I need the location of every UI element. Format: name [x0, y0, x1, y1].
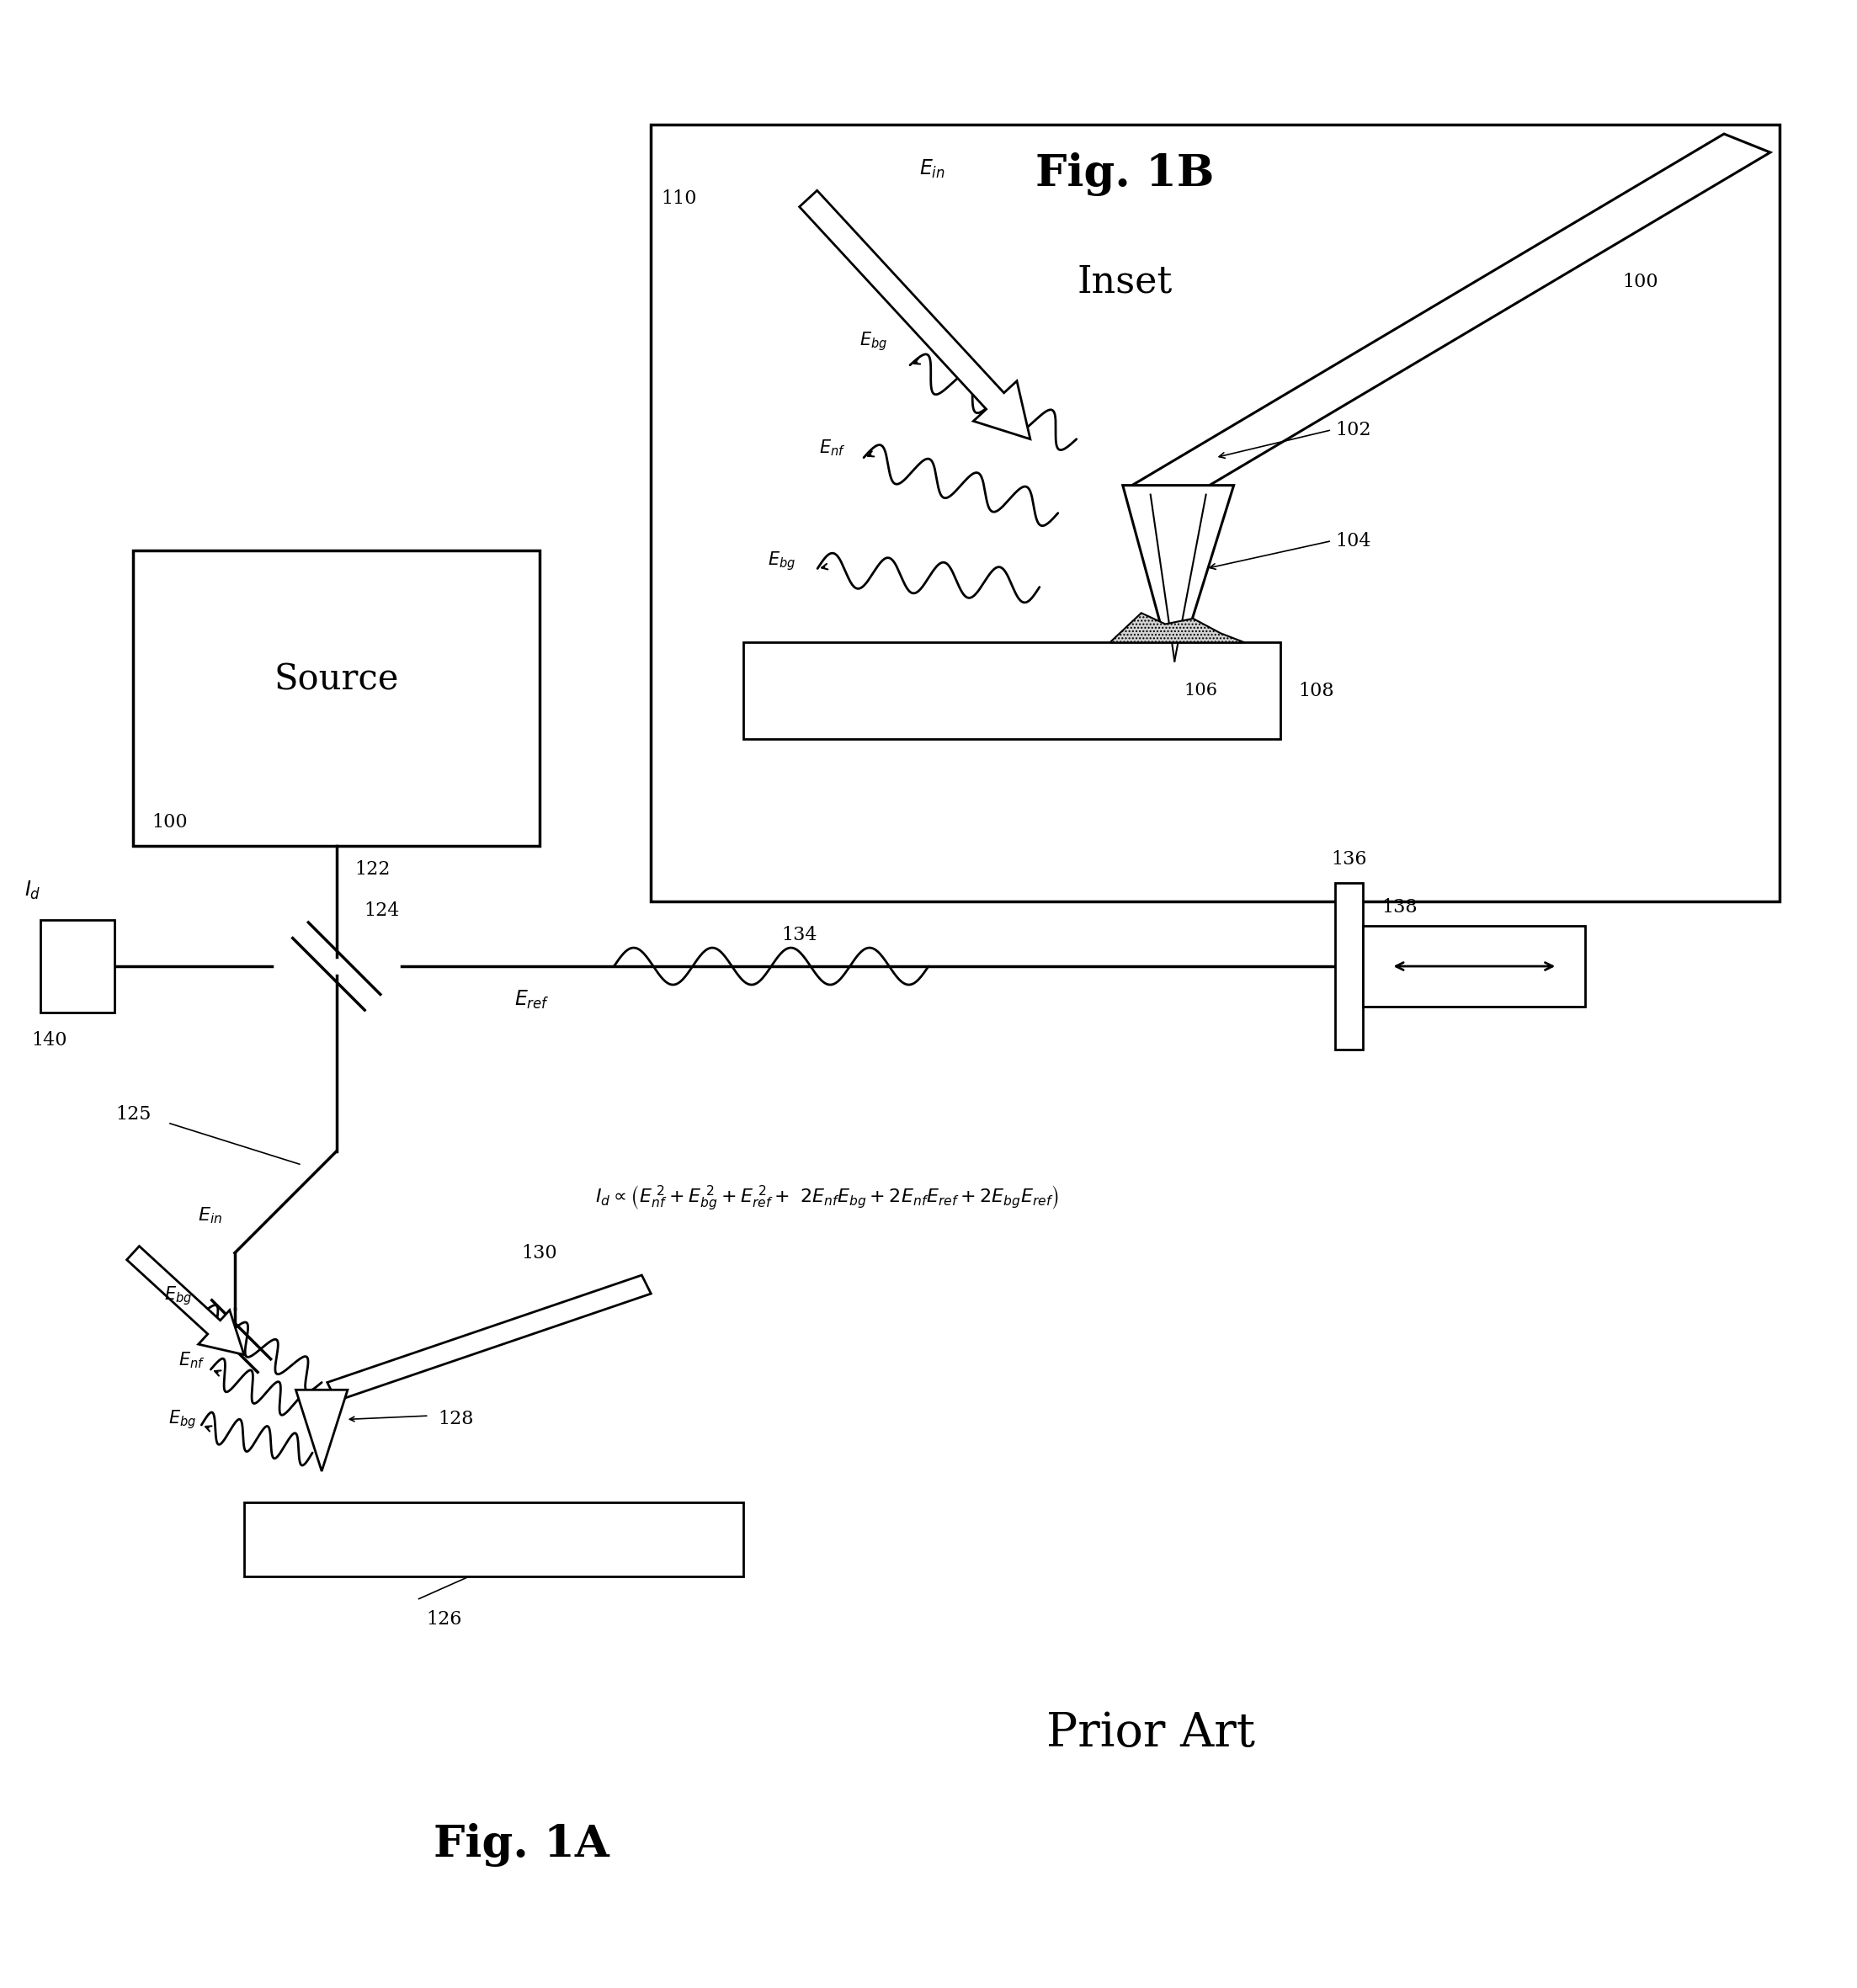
- Text: 102: 102: [1335, 421, 1370, 439]
- Text: 124: 124: [364, 901, 399, 920]
- Text: $I_d \propto \left(E_{nf}^{\ 2} + E_{bg}^{\ 2} + E_{ref}^{\ 2} + \ 2E_{nf}E_{bg}: $I_d \propto \left(E_{nf}^{\ 2} + E_{bg}…: [596, 1183, 1058, 1213]
- Text: Fig. 1B: Fig. 1B: [1036, 153, 1214, 197]
- Text: $E_{nf}$: $E_{nf}$: [819, 439, 845, 459]
- Text: $E_{bg}$: $E_{bg}$: [163, 1284, 193, 1306]
- Text: 122: 122: [355, 861, 390, 879]
- Polygon shape: [1133, 133, 1770, 503]
- Bar: [1363, 926, 1586, 1008]
- Polygon shape: [1110, 612, 1244, 642]
- Bar: [1335, 883, 1363, 1050]
- Text: 140: 140: [32, 1032, 67, 1050]
- Text: 125: 125: [115, 1105, 152, 1123]
- Text: 130: 130: [522, 1244, 557, 1262]
- Text: Prior Art: Prior Art: [1045, 1712, 1255, 1757]
- Text: 138: 138: [1382, 899, 1417, 916]
- Text: 100: 100: [152, 813, 188, 831]
- Text: Inset: Inset: [1077, 262, 1172, 300]
- Text: Fig. 1A: Fig. 1A: [435, 1823, 609, 1867]
- Text: 136: 136: [1331, 849, 1367, 869]
- Text: 100: 100: [1623, 272, 1658, 290]
- Bar: [652, 125, 1779, 901]
- Text: 110: 110: [661, 189, 696, 209]
- Text: $E_{bg}$: $E_{bg}$: [167, 1408, 195, 1431]
- Polygon shape: [295, 1390, 347, 1471]
- Text: 128: 128: [438, 1409, 474, 1429]
- Text: 126: 126: [425, 1610, 462, 1628]
- Text: Source: Source: [275, 662, 399, 698]
- Text: $E_{ref}$: $E_{ref}$: [514, 988, 550, 1010]
- Text: 106: 106: [1183, 682, 1218, 698]
- FancyArrow shape: [126, 1246, 243, 1354]
- Text: $E_{bg}$: $E_{bg}$: [860, 330, 888, 352]
- Text: 104: 104: [1335, 531, 1370, 551]
- Bar: [134, 551, 540, 847]
- Polygon shape: [1123, 485, 1233, 676]
- Bar: [243, 1503, 743, 1576]
- Text: 108: 108: [1298, 682, 1335, 700]
- Text: $E_{bg}$: $E_{bg}$: [767, 551, 795, 573]
- FancyArrow shape: [799, 191, 1031, 439]
- Text: 134: 134: [782, 926, 817, 944]
- Polygon shape: [327, 1274, 652, 1402]
- Text: $E_{nf}$: $E_{nf}$: [178, 1350, 204, 1370]
- Text: $E_{in}$: $E_{in}$: [919, 159, 945, 181]
- Text: $E_{in}$: $E_{in}$: [197, 1205, 223, 1225]
- Text: $I_d$: $I_d$: [24, 879, 41, 901]
- Bar: [41, 920, 115, 1012]
- Bar: [743, 642, 1279, 740]
